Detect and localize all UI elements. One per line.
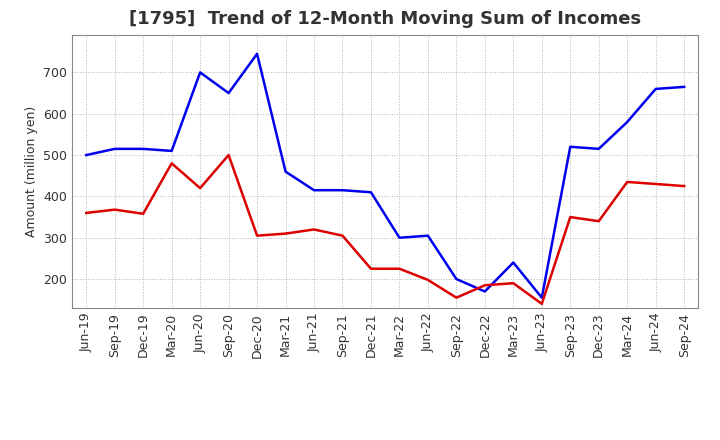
Ordinary Income [509,260,518,265]
Ordinary Income [537,295,546,301]
Ordinary Income [110,146,119,151]
Ordinary Income [452,276,461,282]
Ordinary Income [623,119,631,125]
Ordinary Income [566,144,575,150]
Net Income [566,214,575,220]
Line: Ordinary Income: Ordinary Income [86,54,684,298]
Net Income [82,210,91,216]
Ordinary Income [423,233,432,238]
Net Income [225,152,233,158]
Net Income [680,183,688,189]
Ordinary Income [225,91,233,96]
Net Income [139,211,148,216]
Ordinary Income [366,190,375,195]
Net Income [595,219,603,224]
Net Income [366,266,375,271]
Net Income [253,233,261,238]
Ordinary Income [338,187,347,193]
Ordinary Income [253,51,261,56]
Net Income [310,227,318,232]
Ordinary Income [282,169,290,174]
Ordinary Income [196,70,204,75]
Line: Net Income: Net Income [86,155,684,304]
Net Income [537,301,546,307]
Net Income [509,281,518,286]
Net Income [480,282,489,288]
Ordinary Income [82,152,91,158]
Net Income [452,295,461,301]
Net Income [338,233,347,238]
Net Income [623,179,631,184]
Y-axis label: Amount (million yen): Amount (million yen) [24,106,37,237]
Ordinary Income [310,187,318,193]
Ordinary Income [680,84,688,89]
Ordinary Income [395,235,404,240]
Ordinary Income [595,146,603,151]
Ordinary Income [167,148,176,154]
Ordinary Income [139,146,148,151]
Net Income [196,186,204,191]
Net Income [395,266,404,271]
Net Income [652,181,660,187]
Ordinary Income [652,86,660,92]
Net Income [282,231,290,236]
Ordinary Income [480,289,489,294]
Net Income [167,161,176,166]
Title: [1795]  Trend of 12-Month Moving Sum of Incomes: [1795] Trend of 12-Month Moving Sum of I… [129,10,642,28]
Net Income [423,277,432,282]
Net Income [110,207,119,212]
